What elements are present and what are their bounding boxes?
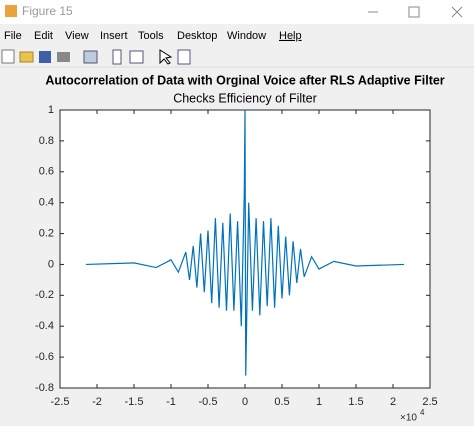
y-tick-label: 0 [48,258,54,270]
menu-item[interactable]: Help [279,30,302,42]
menu-item[interactable]: File [4,30,22,42]
x-tick-label: 0 [242,396,248,408]
x-multiplier: ×10 [400,413,417,424]
menu-item[interactable]: Insert [100,30,128,42]
menu-item[interactable]: Desktop [177,30,217,42]
y-tick-label: -0.6 [35,351,54,363]
menu-item[interactable]: Tools [138,30,164,42]
tool-legend[interactable] [129,50,144,64]
toolbar [1,49,191,65]
window-title: Figure 15 [22,4,73,18]
tool-new[interactable] [1,49,15,64]
tool-print[interactable] [57,52,70,62]
y-tick-label: -0.4 [35,320,54,332]
menu-item[interactable]: Edit [34,30,53,42]
close[interactable] [451,6,463,18]
chart-subtitle: Checks Efficiency of Filter [173,91,317,105]
y-tick-label: 0.6 [39,166,54,178]
chart-title: Autocorrelation of Data with Orginal Voi… [45,73,444,87]
x-exponent: 4 [420,408,425,417]
tool-pointer[interactable] [159,49,173,65]
title-bar [0,0,474,24]
x-tick-label: -1 [166,396,176,408]
y-tick-label: 0.4 [39,197,54,209]
x-tick-label: 1 [316,396,322,408]
menu-bar: File Edit View Insert Tools Desktop Window Help [4,30,302,42]
y-tick-label: -0.2 [35,289,54,301]
tool-property[interactable] [177,49,191,65]
x-tick-label: 1.5 [348,396,363,408]
tool-save[interactable] [39,51,51,63]
x-tick-label: -2.5 [51,396,70,408]
x-tick-label: 2 [390,396,396,408]
y-tick-label: 0.8 [39,135,54,147]
tool-colorbar[interactable] [112,49,122,65]
x-tick-label: -2 [92,396,102,408]
x-tick-label: 0.5 [274,396,289,408]
x-tick-label: -1.5 [125,396,144,408]
signal-line [85,109,405,376]
maximize[interactable] [408,6,420,18]
x-tick-label: 2.5 [422,396,437,408]
x-tick-label: -0.5 [199,396,218,408]
y-tick-label: 0.2 [39,227,54,239]
app-icon [5,5,17,17]
menu-item[interactable]: View [65,30,89,42]
menu-item[interactable]: Window [227,30,266,42]
y-tick-label: -0.8 [35,382,54,394]
plot: -2.5 -2 -1.5 -1 -0.5 0 0.5 1 1.5 2 2.5 -0.8 -0.6 -0.4… [35,104,438,424]
y-tick-label: 1 [48,104,54,116]
tool-link[interactable] [83,50,98,64]
tool-open[interactable] [19,51,34,63]
